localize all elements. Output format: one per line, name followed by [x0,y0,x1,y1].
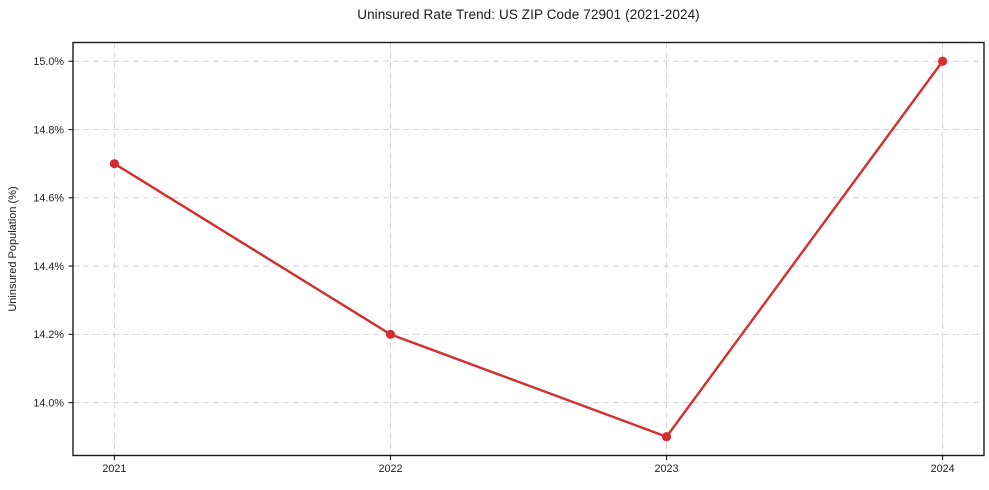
x-tick-label: 2022 [378,463,402,475]
data-point-marker [385,329,396,339]
y-tick-label: 14.4% [33,261,64,273]
y-tick-label: 14.2% [33,329,64,341]
data-point-marker [937,56,948,66]
chart-title: Uninsured Rate Trend: US ZIP Code 72901 … [357,7,700,22]
x-tick-label: 2021 [102,463,126,475]
data-point-marker [661,432,672,442]
y-tick-label: 14.8% [33,124,64,136]
plot-frame [72,41,985,457]
y-tick-label: 15.0% [33,56,64,68]
x-tick-label: 2023 [655,463,679,475]
y-tick-label: 14.0% [33,397,64,409]
trend-line [113,60,944,438]
data-point-marker [109,159,120,169]
x-tick-label: 2024 [931,463,955,475]
y-tick-label: 14.6% [33,193,64,205]
